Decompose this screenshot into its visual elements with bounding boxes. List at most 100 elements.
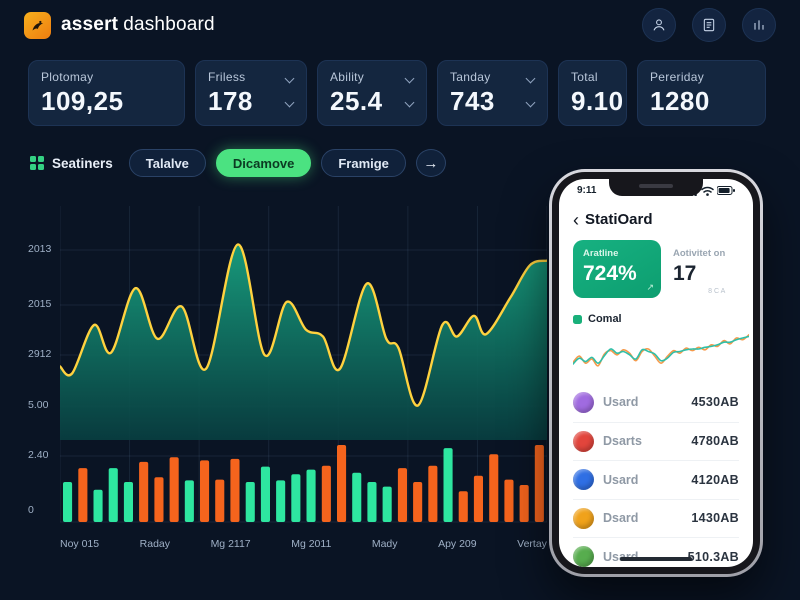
y-tick: 0 <box>28 504 34 516</box>
stat-label: Ability <box>330 70 365 84</box>
stat-card-friless[interactable]: Friless 178 <box>195 60 307 126</box>
side-stat-value: 17 <box>673 262 697 285</box>
stat-value: 1280 <box>650 86 710 116</box>
x-tick: Mg 2011 <box>291 538 332 550</box>
list-item: Dsarts 4780AB <box>573 421 739 461</box>
brand-bold: assert <box>61 14 119 35</box>
phone-mini-line-chart <box>573 333 749 367</box>
score-label: Aratline <box>583 248 619 259</box>
area-series <box>60 244 547 440</box>
user-icon[interactable] <box>642 8 676 42</box>
app-icon <box>573 546 594 567</box>
phone-frame: 9:11 ‹ StatiOard Aratline 724% ↗ <box>552 172 760 574</box>
chevron-down-icon[interactable] <box>406 75 414 83</box>
filter-group-label: Seatiners <box>52 155 113 171</box>
back-chevron-icon: ‹ <box>573 209 579 230</box>
legend-swatch <box>573 314 582 324</box>
stat-card-total[interactable]: Total 9.10 <box>558 60 627 126</box>
y-tick: 2912 <box>28 348 52 360</box>
stat-value: 9.10 <box>571 86 624 116</box>
app-icon <box>573 391 594 413</box>
score-value: 724% <box>583 262 637 285</box>
trend-up-icon: ↗ <box>646 282 654 292</box>
chevron-down-icon[interactable] <box>286 99 294 107</box>
x-tick: Mg 2117 <box>210 538 251 550</box>
more-filters-arrow-button[interactable]: → <box>415 149 446 177</box>
score-card: Aratline 724% ↗ <box>573 240 661 298</box>
chevron-down-icon[interactable] <box>527 99 535 107</box>
main-chart-panel: 2013 2015 2912 5.00 2.40 0 Noy 015 Raday… <box>28 198 547 560</box>
item-value: 4530AB <box>691 395 739 410</box>
status-time: 9:11 <box>577 185 597 196</box>
stat-label: Pereriday <box>650 70 705 84</box>
x-tick: Mady <box>371 538 398 550</box>
area-and-bar-chart <box>60 206 547 523</box>
brand-light: dashboard <box>123 14 215 35</box>
filter-group: Seatiners <box>30 155 113 171</box>
chart-icon[interactable] <box>742 8 776 42</box>
y-tick: 2013 <box>28 243 52 255</box>
stat-label: Friless <box>208 70 246 84</box>
x-tick: Apy 209 <box>438 538 477 550</box>
list-item: Usard 4530AB <box>573 383 739 422</box>
legend-label: Comal <box>588 313 622 325</box>
battery-icon <box>717 186 735 195</box>
phone-content: ‹ StatiOard Aratline 724% ↗ Aotivitet on… <box>559 211 753 567</box>
list-item: Usard 510.3AB <box>573 537 739 567</box>
stat-label: Plotomay <box>41 70 94 84</box>
phone-stats-row: Aratline 724% ↗ Aotivitet on 17 8 C A <box>573 240 739 303</box>
phone-speaker <box>639 184 673 188</box>
stat-card-ability[interactable]: Ability 25.4 <box>317 60 427 126</box>
app-icon <box>573 507 594 529</box>
y-tick: 2.40 <box>28 449 49 461</box>
wifi-icon <box>701 186 714 196</box>
item-name: Dsarts <box>603 434 642 449</box>
phone-page-title: ‹ StatiOard <box>573 209 739 230</box>
item-value: 4780AB <box>691 434 739 449</box>
stat-label: Tanday <box>450 70 491 84</box>
app-icon <box>573 430 594 452</box>
phone-screen: 9:11 ‹ StatiOard Aratline 724% ↗ <box>559 179 753 567</box>
list-item: Dsard 1430AB <box>573 498 739 538</box>
filter-pill-dicamove[interactable]: Dicamove <box>215 149 312 177</box>
header-actions <box>642 8 776 42</box>
side-stat-label: Aotivitet on <box>673 248 726 259</box>
document-icon[interactable] <box>692 8 726 42</box>
filter-pill-framige[interactable]: Framige <box>321 149 406 177</box>
item-name: Dsard <box>603 511 639 526</box>
app-icon <box>573 469 594 491</box>
x-tick: Raday <box>139 538 171 550</box>
list-item: Usard 4120AB <box>573 460 739 499</box>
line-series <box>60 243 547 407</box>
stat-card-tanday[interactable]: Tanday 743 <box>437 60 548 126</box>
phone-mockup: 9:11 ‹ StatiOard Aratline 724% ↗ <box>549 169 763 577</box>
brand-title: assert dashboard <box>61 14 215 36</box>
stat-cards-row: Plotomay 109,25 Friless 178 Ability 25.4… <box>28 60 766 126</box>
filter-pill-talalve[interactable]: Talalve <box>128 149 206 177</box>
phone-stats-list: Usard 4530AB Dsarts 4780AB Usard 4120AB <box>573 383 739 567</box>
y-tick: 2015 <box>28 298 52 310</box>
stat-card-pereriday[interactable]: Pereriday 1280 <box>637 60 766 126</box>
item-name: Usard <box>603 395 639 410</box>
item-value: 510.3AB <box>687 549 739 564</box>
chevron-down-icon[interactable] <box>527 75 535 83</box>
stat-card-plotomay[interactable]: Plotomay 109,25 <box>28 60 185 126</box>
item-name: Usard <box>603 472 639 487</box>
item-value: 4120AB <box>691 472 739 487</box>
x-axis-labels: Noy 015 Raday Mg 2117 Mg 2011 Mady Apy 2… <box>60 538 547 550</box>
stat-value: 178 <box>208 86 253 116</box>
side-stat-sub: 8 C A <box>708 288 726 295</box>
chevron-down-icon[interactable] <box>406 99 414 107</box>
stat-label: Total <box>571 70 598 84</box>
filter-bar: Seatiners Talalve Dicamove Framige → <box>30 149 446 177</box>
x-tick: Noy 015 <box>60 538 100 550</box>
brand-logo-icon <box>24 11 51 39</box>
y-tick: 5.00 <box>28 399 49 411</box>
home-indicator <box>620 556 692 561</box>
phone-title-text: StatiOard <box>585 211 653 228</box>
grid-icon <box>30 155 45 171</box>
item-value: 1430AB <box>691 511 739 526</box>
stat-value: 25.4 <box>330 86 383 116</box>
bar-series <box>63 445 544 522</box>
chevron-down-icon[interactable] <box>286 75 294 83</box>
